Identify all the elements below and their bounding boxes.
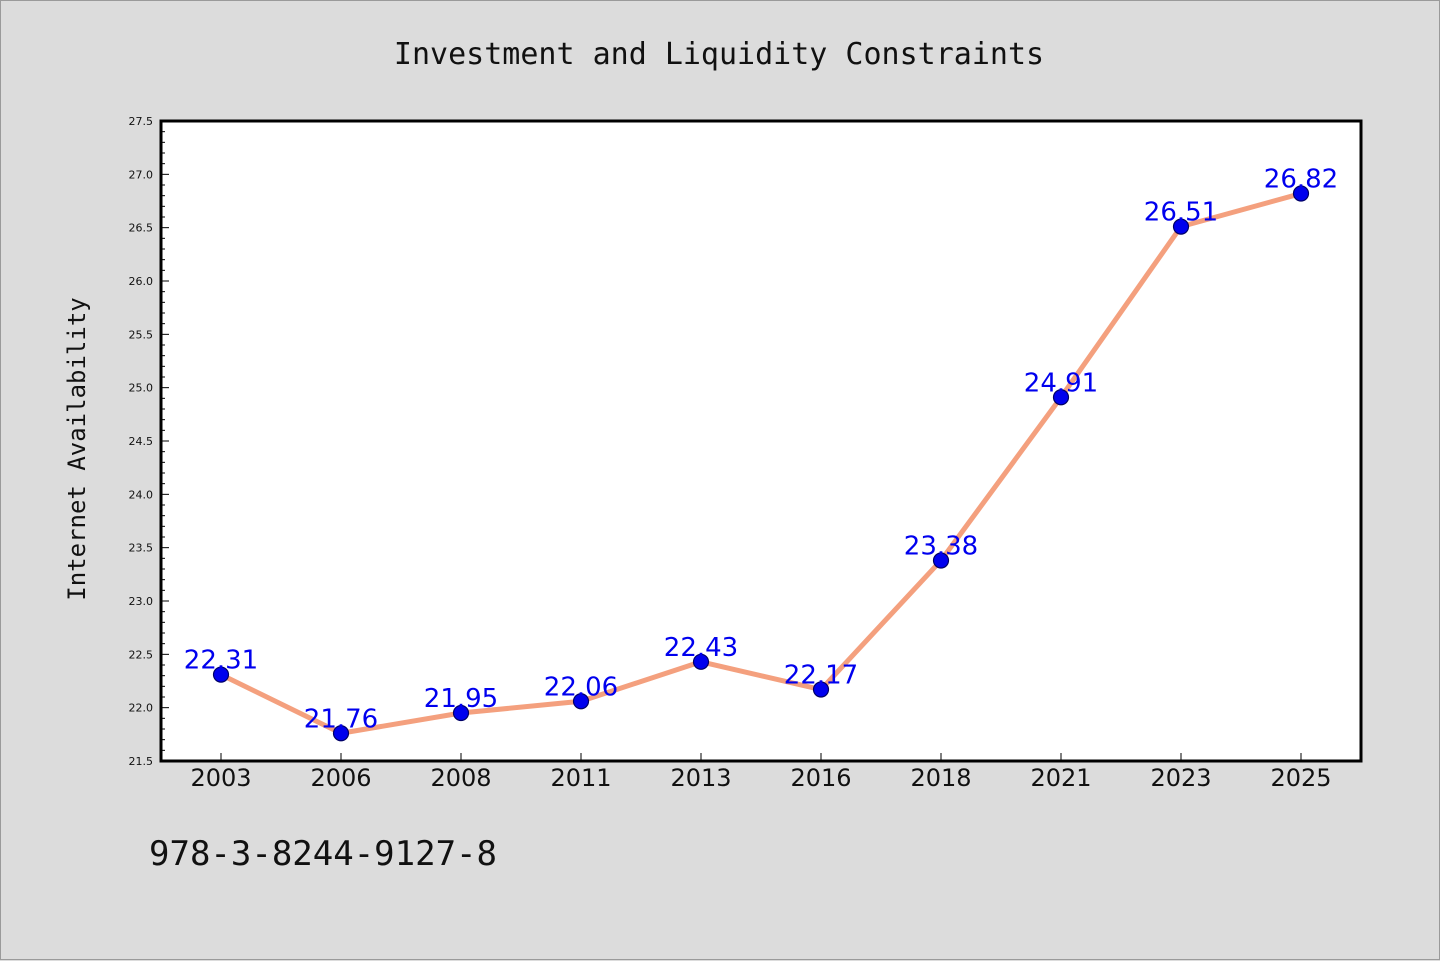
data-points	[212, 185, 1310, 742]
y-tick-label: 26.0	[129, 275, 154, 288]
data-label: 26.82	[1264, 165, 1338, 195]
y-tick-label: 26.5	[129, 222, 154, 235]
plot-area	[161, 121, 1361, 761]
data-point	[692, 653, 710, 670]
y-tick-label: 23.5	[129, 542, 154, 555]
y-tick-label: 27.5	[129, 115, 154, 128]
data-point	[332, 725, 350, 742]
y-axis: 21.5 22.0 22.5 23.0 23.5 24.0 24.5 25.0 25.5 26.0…	[129, 115, 169, 768]
x-tick-label: 2003	[190, 764, 251, 792]
data-label: 22.31	[184, 646, 258, 676]
data-point	[812, 681, 830, 698]
data-point	[1052, 389, 1070, 406]
x-tick-label: 2023	[1150, 764, 1211, 792]
y-tick-label: 25.5	[129, 328, 154, 341]
data-label: 26.51	[1144, 198, 1218, 228]
x-tick-label: 2025	[1270, 764, 1331, 792]
footnote-isbn: 978-3-8244-9127-8	[149, 834, 497, 874]
y-tick-label: 25.0	[129, 382, 154, 395]
x-tick-label: 2008	[430, 764, 491, 792]
y-tick-label: 22.0	[129, 702, 154, 715]
data-point	[212, 666, 230, 683]
series-line	[218, 191, 1304, 736]
y-axis-label: Internet Availability	[63, 297, 91, 600]
data-labels: 22.31 21.76 21.95 22.06 22.43 22.17 23.38 24.91…	[184, 165, 1338, 735]
x-tick-label: 2018	[910, 764, 971, 792]
y-tick-label: 21.5	[129, 755, 154, 768]
data-label: 24.91	[1024, 368, 1098, 398]
plot-border	[159, 119, 1363, 763]
data-label: 21.95	[424, 684, 498, 714]
data-label: 21.76	[304, 704, 378, 734]
x-tick-label: 2016	[790, 764, 851, 792]
data-label: 22.06	[544, 672, 618, 702]
data-point	[452, 704, 470, 722]
x-tick-label: 2006	[310, 764, 371, 792]
x-axis: 2003 2006 2008 2011 2013 2016 2018 2021 2023 2025	[190, 753, 1332, 792]
data-label: 23.38	[904, 531, 978, 561]
y-tick-label: 24.0	[129, 488, 154, 501]
chart-title: Investment and Liquidity Constraints	[394, 37, 1044, 72]
data-label: 22.17	[784, 661, 858, 691]
x-tick-label: 2011	[550, 764, 611, 792]
y-tick-label: 24.5	[129, 435, 154, 448]
data-point	[1172, 218, 1190, 235]
data-point	[932, 552, 950, 569]
x-tick-label: 2021	[1030, 764, 1091, 792]
data-point	[572, 693, 590, 710]
y-tick-label: 22.5	[129, 648, 154, 661]
x-tick-label: 2013	[670, 764, 731, 792]
data-label: 22.43	[664, 633, 738, 663]
y-tick-label: 23.0	[129, 595, 154, 608]
y-tick-label: 27.0	[129, 168, 154, 181]
data-point	[1292, 185, 1310, 202]
